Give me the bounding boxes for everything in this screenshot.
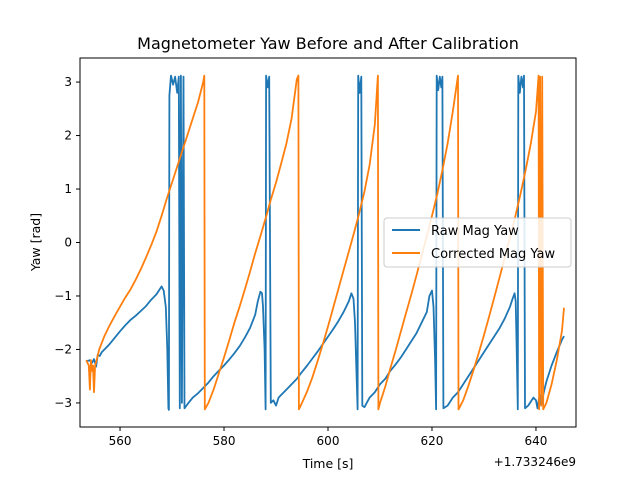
legend-label-corrected: Corrected Mag Yaw bbox=[431, 247, 556, 262]
series-layer bbox=[85, 74, 565, 411]
x-tick-label: 600 bbox=[317, 434, 340, 448]
series-raw-mag-yaw bbox=[85, 74, 565, 411]
y-tick-label: −3 bbox=[54, 396, 72, 410]
series-corrected-mag-yaw bbox=[85, 74, 565, 411]
y-tick-label: 2 bbox=[64, 129, 72, 143]
chart-title: Magnetometer Yaw Before and After Calibr… bbox=[137, 34, 519, 53]
y-axis-label: Yaw [rad] bbox=[28, 213, 43, 272]
y-tick-label: 3 bbox=[64, 75, 72, 89]
legend-label-raw: Raw Mag Yaw bbox=[431, 224, 519, 239]
x-tick-label: 580 bbox=[213, 434, 236, 448]
y-axis: −3 −2 −1 0 1 2 3 bbox=[54, 75, 80, 410]
y-tick-label: −1 bbox=[54, 289, 72, 303]
x-axis: 560 580 600 620 640 bbox=[109, 427, 548, 448]
legend: Raw Mag Yaw Corrected Mag Yaw bbox=[383, 217, 572, 268]
y-tick-label: 0 bbox=[64, 236, 72, 250]
x-tick-label: 640 bbox=[525, 434, 548, 448]
y-tick-label: −2 bbox=[54, 342, 72, 356]
x-tick-label: 620 bbox=[421, 434, 444, 448]
x-offset-label: +1.733246e9 bbox=[494, 455, 576, 469]
x-tick-label: 560 bbox=[109, 434, 132, 448]
legend-box bbox=[383, 217, 572, 268]
x-axis-label: Time [s] bbox=[302, 456, 354, 471]
y-tick-label: 1 bbox=[64, 182, 72, 196]
